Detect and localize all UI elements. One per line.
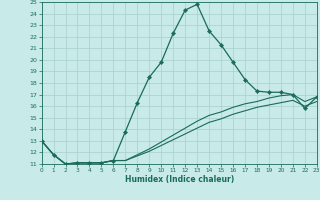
X-axis label: Humidex (Indice chaleur): Humidex (Indice chaleur) (124, 175, 234, 184)
